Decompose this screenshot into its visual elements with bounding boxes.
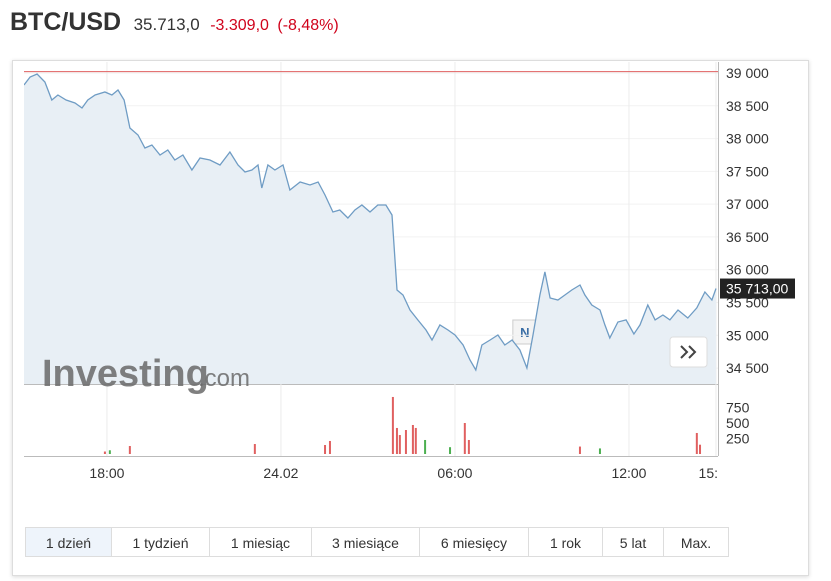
- price: 35.713,0: [133, 15, 200, 34]
- volume-bar: [449, 447, 452, 454]
- change: -3.309,0: [210, 17, 269, 34]
- expand-button[interactable]: [669, 336, 708, 368]
- title: BTC/USD: [10, 8, 122, 36]
- area: [24, 74, 716, 384]
- range-button[interactable]: 1 miesiąc: [209, 527, 312, 557]
- last-price-badge: [720, 278, 795, 299]
- x-tick-label: 18:00: [89, 465, 124, 481]
- plot-layer: [24, 62, 718, 456]
- y-tick-label: 36 500: [726, 229, 769, 245]
- y-tick-label: 35 000: [726, 327, 769, 343]
- price-line: [24, 73, 717, 372]
- volume-bar: [699, 444, 702, 454]
- volume-bar: [578, 446, 581, 454]
- x-tick-label: 24.02: [263, 465, 298, 481]
- range-button[interactable]: Max.: [663, 527, 729, 557]
- y-tick-label: 250: [726, 431, 750, 447]
- volume-bar: [414, 427, 417, 454]
- y-tick-label: 39 000: [726, 65, 769, 81]
- volume-bar: [128, 446, 131, 454]
- volume-bar: [398, 435, 401, 454]
- x-tick-label: 06:00: [437, 465, 472, 481]
- volume-bar: [395, 427, 398, 454]
- range-button[interactable]: 1 dzień: [25, 527, 112, 557]
- news-marker-label: N: [520, 325, 529, 340]
- range-button[interactable]: 1 tydzień: [111, 527, 210, 557]
- volume-bar: [103, 451, 106, 454]
- y-tick-label: 34 500: [726, 360, 769, 376]
- range-button[interactable]: 6 miesięcy: [419, 527, 529, 557]
- y-tick-label: 750: [726, 400, 750, 416]
- volume-bar: [598, 448, 601, 454]
- volume-bar: [253, 444, 256, 454]
- volume-bar: [391, 396, 394, 454]
- chart-frame: [12, 60, 809, 576]
- y-tick-label: 500: [726, 415, 750, 431]
- watermark-brand: Investing: [42, 353, 209, 395]
- volume-bar: [411, 424, 414, 454]
- volume-bar: [463, 423, 466, 454]
- y-tick-label: 37 000: [726, 196, 769, 212]
- volume-bar: [424, 439, 427, 454]
- range-button[interactable]: 1 rok: [528, 527, 603, 557]
- range-button[interactable]: 3 miesiące: [311, 527, 420, 557]
- volume-bar: [108, 450, 111, 454]
- range-button[interactable]: 5 lat: [602, 527, 664, 557]
- header: BTC/USD 35.713,0 -3.309,0 (-8,48%): [10, 8, 343, 37]
- volume-bar: [695, 432, 698, 454]
- y-tick-label: 38 500: [726, 98, 769, 114]
- x-tick-label: 15:: [699, 465, 718, 481]
- change-pct: (-8,48%): [277, 17, 339, 34]
- volume-bar: [467, 439, 470, 454]
- x-tick-label: 12:00: [611, 465, 646, 481]
- volume-bar: [328, 440, 331, 454]
- y-tick-label: 37 500: [726, 163, 769, 179]
- y-tick-label: 38 000: [726, 131, 769, 147]
- volume-bar: [324, 445, 327, 454]
- volume-bar: [404, 430, 407, 454]
- watermark-suffix: .com: [198, 365, 250, 392]
- y-tick-label: 36 000: [726, 262, 769, 278]
- last-price-label: 35 713,00: [726, 281, 788, 297]
